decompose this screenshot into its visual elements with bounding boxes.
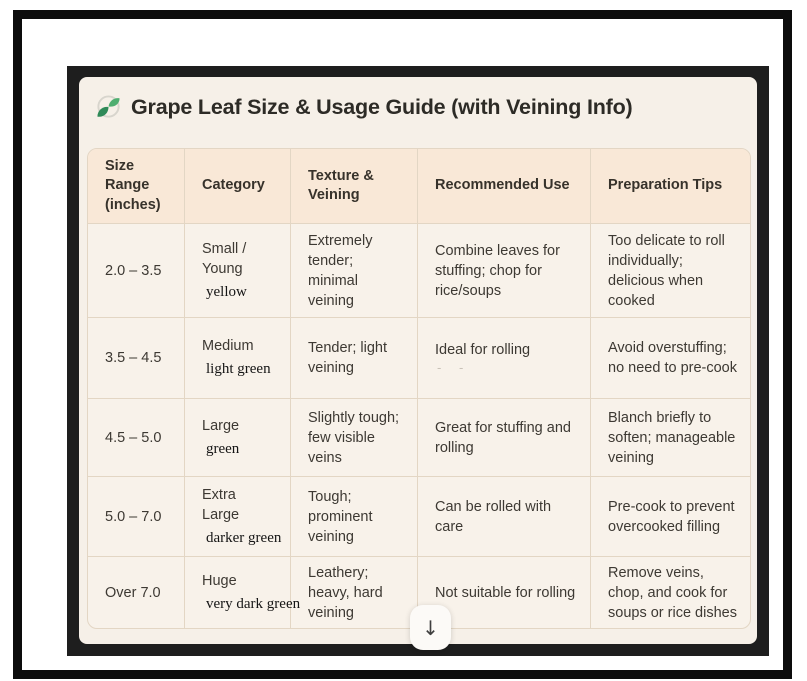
cell-size-range: 3.5 – 4.5	[88, 318, 185, 399]
col-header-category: Category	[185, 149, 291, 224]
cell-prep-tips: Blanch briefly to soften; manageable vei…	[591, 399, 750, 477]
page-title: Grape Leaf Size & Usage Guide (with Vein…	[131, 95, 633, 119]
erased-text-marks: - -	[437, 359, 471, 375]
cell-category: Huge very dark green	[185, 557, 300, 628]
cell-texture: Tough; prominent veining	[291, 477, 418, 557]
category-name: Extra Large	[202, 486, 240, 523]
col-header-texture-veining: Texture & Veining	[291, 149, 418, 224]
cell-prep-tips: Pre-cook to prevent overcooked filling	[591, 477, 750, 557]
cell-size-range: 4.5 – 5.0	[88, 399, 185, 477]
category-name: Small / Young	[202, 240, 247, 277]
title-row: Grape Leaf Size & Usage Guide (with Vein…	[95, 94, 633, 121]
image-border-frame: Grape Leaf Size & Usage Guide (with Vein…	[13, 10, 792, 679]
cell-recommended-use: Combine leaves for stuffing; chop for ri…	[418, 224, 591, 318]
cell-category: Large green	[185, 399, 291, 477]
cell-recommended-use: Ideal for rolling - -	[418, 318, 591, 399]
col-header-preparation-tips: Preparation Tips	[591, 149, 750, 224]
grape-leaf-table: Size Range (inches) Category Texture & V…	[87, 148, 751, 629]
recommended-use-text: Ideal for rolling	[435, 341, 531, 358]
cell-recommended-use: Can be rolled with care	[418, 477, 591, 557]
cell-category: Extra Large darker green	[185, 477, 291, 557]
cell-texture: Slightly tough; few visible veins	[291, 399, 418, 477]
cell-texture: Leathery; heavy, hard veining	[291, 557, 418, 628]
color-annotation: darker green	[206, 529, 282, 546]
cell-recommended-use: Not suitable for rolling	[418, 557, 591, 628]
cell-category: Medium light green	[185, 318, 291, 399]
cell-size-range: Over 7.0	[88, 557, 185, 628]
screenshot-panel: Grape Leaf Size & Usage Guide (with Vein…	[67, 66, 769, 656]
down-arrow-icon: ↓	[422, 615, 439, 640]
scroll-down-button[interactable]: ↓	[410, 605, 451, 650]
cell-prep-tips: Remove veins, chop, and cook for soups o…	[608, 565, 737, 621]
cell-category: Small / Young yellow	[185, 224, 291, 318]
cell-texture: Tender; light veining	[291, 318, 418, 399]
cell-size-range: 5.0 – 7.0	[88, 477, 185, 557]
leaf-icon	[95, 94, 122, 121]
color-annotation: light green	[206, 361, 271, 378]
category-name: Huge	[202, 573, 237, 590]
col-header-size-range: Size Range (inches)	[88, 149, 185, 224]
cell-texture: Extremely tender; minimal veining	[291, 224, 418, 318]
color-annotation: very dark green	[206, 596, 301, 613]
cell-prep-tips: Too delicate to roll individually; delic…	[591, 224, 750, 318]
color-annotation: yellow	[206, 283, 247, 300]
cell-recommended-use: Great for stuffing and rolling	[418, 399, 591, 477]
category-name: Large	[202, 417, 240, 434]
cell-size-range: 2.0 – 3.5	[88, 224, 185, 318]
category-name: Medium	[202, 338, 254, 355]
guide-card: Grape Leaf Size & Usage Guide (with Vein…	[79, 77, 757, 650]
color-annotation: green	[206, 440, 240, 457]
cell-prep-tips: Avoid overstuffing; no need to pre-cook	[591, 318, 750, 399]
col-header-recommended-use: Recommended Use	[418, 149, 591, 224]
